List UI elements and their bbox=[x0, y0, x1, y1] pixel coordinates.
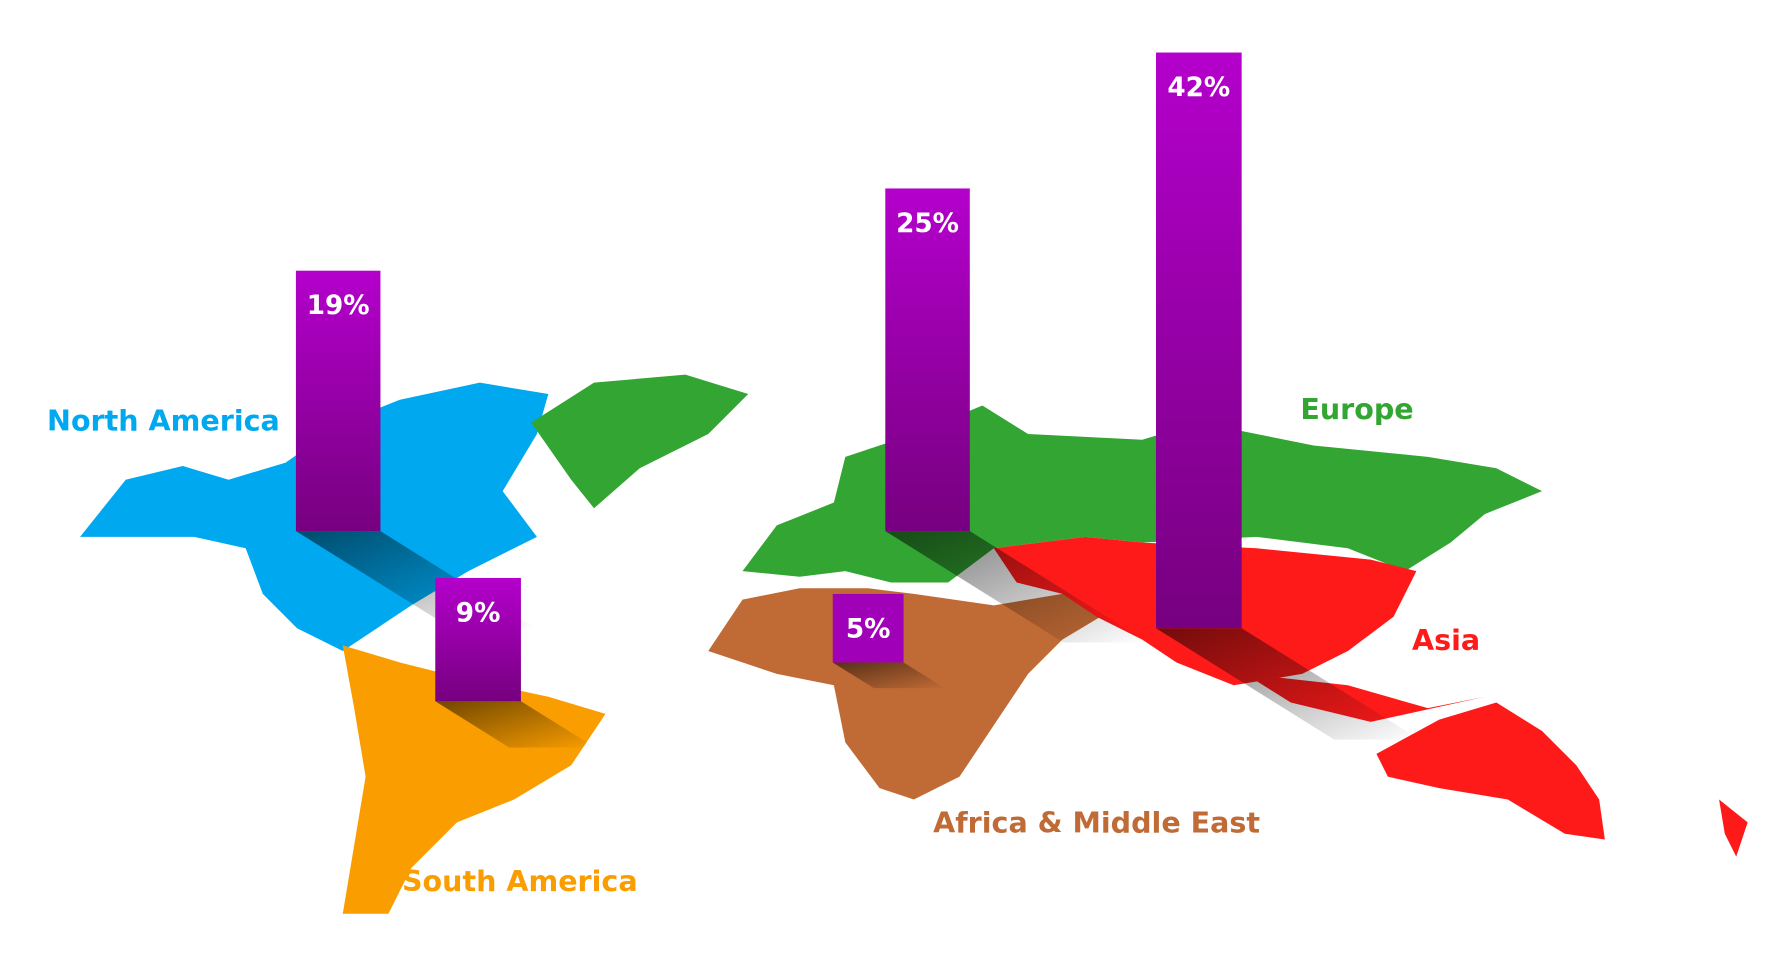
value-label: 9% bbox=[456, 598, 501, 628]
continent bbox=[342, 645, 606, 914]
bars: 19% 9% 5% 25% 42% bbox=[295, 52, 1242, 702]
bar-shadow bbox=[1155, 628, 1420, 740]
bar bbox=[295, 270, 381, 532]
continent bbox=[1376, 702, 1605, 840]
continent bbox=[1719, 799, 1748, 857]
value-label: 19% bbox=[307, 291, 370, 321]
value-label: 5% bbox=[846, 614, 891, 644]
region-label: South America bbox=[402, 864, 638, 898]
region-label: North America bbox=[47, 404, 280, 438]
bar-shadow bbox=[435, 701, 595, 748]
region-label: Europe bbox=[1300, 392, 1413, 426]
bar bbox=[885, 188, 970, 532]
bar bbox=[832, 593, 904, 663]
labels: North America South America Africa & Middl… bbox=[47, 392, 1480, 898]
bar bbox=[1155, 52, 1242, 629]
value-label: 25% bbox=[896, 209, 959, 239]
value-label: 42% bbox=[1167, 73, 1230, 103]
bar-shadow bbox=[885, 531, 1148, 643]
region-label: Asia bbox=[1412, 623, 1480, 657]
bar-shadow bbox=[832, 662, 945, 689]
continent bbox=[531, 374, 749, 509]
region-label: Africa & Middle East bbox=[933, 806, 1260, 840]
continent bbox=[708, 588, 1120, 800]
bar bbox=[435, 577, 521, 702]
